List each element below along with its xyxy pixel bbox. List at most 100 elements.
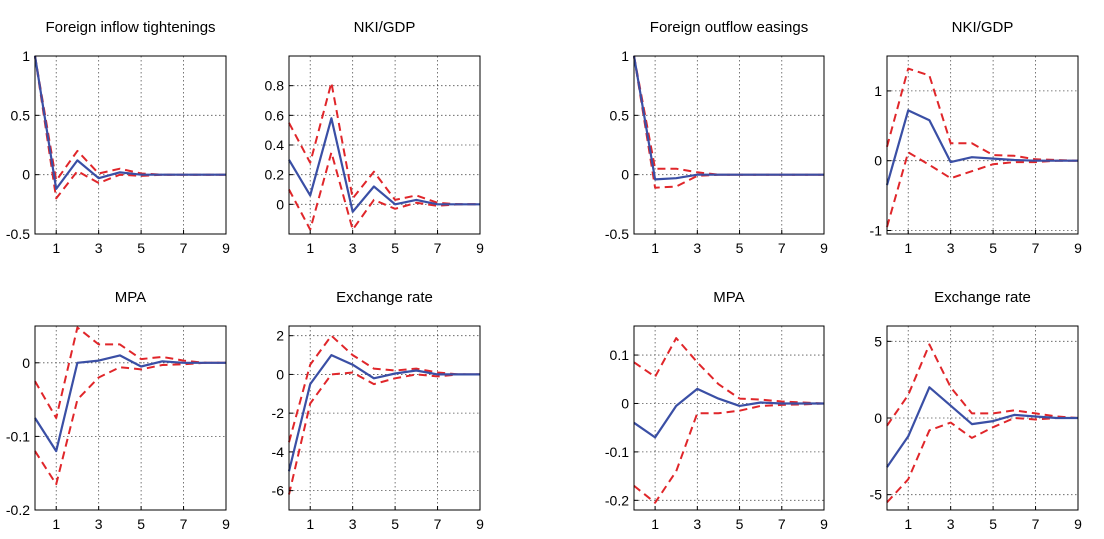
x-tick-label: 5 bbox=[736, 240, 744, 256]
mean-response-line bbox=[287, 354, 480, 472]
x-tick-label: 9 bbox=[476, 240, 484, 256]
chart-panel-5: MPA -0.2 -0.1 0 1 3 5 7 9 bbox=[6, 289, 230, 532]
panel-title: MPA bbox=[115, 289, 146, 306]
x-tick-label: 5 bbox=[391, 516, 399, 532]
upper-confidence-band-line bbox=[886, 343, 1079, 427]
y-tick-label: 1 bbox=[22, 48, 30, 64]
panel-title: Exchange rate bbox=[336, 289, 433, 306]
lower-confidence-band-line bbox=[34, 361, 226, 486]
x-tick-label: 1 bbox=[651, 240, 659, 256]
y-tick-label: -0.1 bbox=[605, 444, 629, 460]
y-tick-label: 0 bbox=[621, 167, 629, 183]
y-tick-label: 0.2 bbox=[265, 167, 285, 183]
upper-confidence-band-line bbox=[633, 337, 825, 405]
x-tick-label: 3 bbox=[947, 516, 955, 532]
y-tick-label: -4 bbox=[272, 444, 285, 460]
y-tick-label: -2 bbox=[272, 405, 285, 421]
x-tick-label: 9 bbox=[820, 516, 828, 532]
mean-response-line bbox=[885, 109, 1078, 186]
x-tick-label: 3 bbox=[349, 240, 357, 256]
y-tick-label: -0.5 bbox=[6, 226, 30, 242]
y-tick-label: -0.1 bbox=[6, 428, 30, 444]
x-tick-label: 9 bbox=[476, 516, 484, 532]
lower-confidence-band-line bbox=[886, 151, 1078, 228]
chart-panel-4: NKI/GDP -1 0 1 1 3 5 7 9 bbox=[870, 19, 1083, 256]
y-tick-label: -0.5 bbox=[605, 226, 629, 242]
x-tick-label: 3 bbox=[693, 240, 701, 256]
y-tick-label: -1 bbox=[870, 223, 883, 239]
mean-response-line bbox=[33, 55, 226, 190]
x-tick-label: 3 bbox=[95, 240, 103, 256]
x-tick-label: 3 bbox=[947, 240, 955, 256]
mean-response-line bbox=[633, 387, 824, 439]
lower-confidence-band-line bbox=[34, 55, 226, 200]
panel-title: MPA bbox=[713, 289, 744, 306]
x-tick-label: 1 bbox=[52, 516, 60, 532]
x-tick-label: 5 bbox=[137, 240, 145, 256]
panel-title: Foreign outflow easings bbox=[650, 19, 808, 36]
y-tick-label: 0 bbox=[276, 196, 284, 212]
x-tick-label: 3 bbox=[349, 516, 357, 532]
axis-frame bbox=[633, 55, 825, 235]
panel-title: NKI/GDP bbox=[354, 19, 416, 36]
axis-frame bbox=[34, 55, 227, 235]
lower-confidence-band-line bbox=[288, 151, 480, 231]
upper-confidence-band-line bbox=[34, 326, 226, 419]
x-tick-label: 9 bbox=[820, 240, 828, 256]
x-tick-label: 1 bbox=[306, 516, 314, 532]
x-tick-label: 5 bbox=[989, 516, 997, 532]
axis-frame bbox=[886, 55, 1079, 235]
x-tick-label: 7 bbox=[434, 516, 442, 532]
upper-confidence-band-line bbox=[34, 55, 226, 182]
x-tick-label: 1 bbox=[904, 516, 912, 532]
y-tick-label: 0.6 bbox=[265, 107, 285, 123]
x-tick-label: 7 bbox=[1032, 516, 1040, 532]
axis-frame bbox=[34, 325, 227, 511]
y-tick-label: 0.8 bbox=[265, 78, 285, 94]
y-tick-label: -6 bbox=[272, 483, 285, 499]
mean-response-line bbox=[34, 354, 226, 453]
x-tick-label: 3 bbox=[693, 516, 701, 532]
y-tick-label: 0 bbox=[874, 153, 882, 169]
mean-response-line bbox=[288, 117, 480, 213]
y-tick-label: 5 bbox=[874, 333, 882, 349]
x-tick-label: 7 bbox=[1032, 240, 1040, 256]
y-tick-label: 0.1 bbox=[610, 347, 630, 363]
axis-frame bbox=[633, 325, 825, 511]
lower-confidence-band-line bbox=[633, 402, 825, 504]
y-tick-label: 0 bbox=[621, 395, 629, 411]
y-tick-label: 0.5 bbox=[11, 107, 31, 123]
y-tick-label: 0.5 bbox=[610, 107, 630, 123]
y-tick-label: 0 bbox=[22, 167, 30, 183]
panel-title: Exchange rate bbox=[934, 289, 1031, 306]
x-tick-label: 5 bbox=[391, 240, 399, 256]
x-tick-label: 5 bbox=[989, 240, 997, 256]
chart-panel-6: Exchange rate -6 -4 -2 0 2 1 3 5 7 9 bbox=[272, 289, 485, 532]
x-tick-label: 1 bbox=[904, 240, 912, 256]
y-tick-label: 2 bbox=[276, 328, 284, 344]
panel-title: NKI/GDP bbox=[952, 19, 1014, 36]
panel-title: Foreign inflow tightenings bbox=[45, 19, 215, 36]
y-tick-label: 0 bbox=[874, 410, 882, 426]
x-tick-label: 5 bbox=[137, 516, 145, 532]
x-tick-label: 1 bbox=[306, 240, 314, 256]
chart-panel-8: Exchange rate -5 0 5 1 3 5 7 9 bbox=[870, 289, 1083, 532]
x-tick-label: 7 bbox=[778, 240, 786, 256]
x-tick-label: 9 bbox=[1074, 516, 1082, 532]
x-tick-label: 7 bbox=[434, 240, 442, 256]
y-tick-label: 0 bbox=[276, 366, 284, 382]
y-tick-label: -0.2 bbox=[6, 502, 30, 518]
y-tick-label: 1 bbox=[874, 83, 882, 99]
chart-panel-1: Foreign inflow tightenings -0.5 0 0.5 1 1 3 5 7 9 bbox=[6, 19, 230, 256]
x-tick-label: 3 bbox=[95, 516, 103, 532]
y-tick-label: -5 bbox=[870, 487, 883, 503]
mean-response-line bbox=[632, 55, 824, 181]
y-tick-label: -0.2 bbox=[605, 492, 629, 508]
chart-panel-7: MPA -0.2 -0.1 0 0.1 1 3 5 7 9 bbox=[605, 289, 828, 532]
x-tick-label: 1 bbox=[651, 516, 659, 532]
x-tick-label: 9 bbox=[222, 516, 230, 532]
chart-panel-3: Foreign outflow easings -0.5 0 0.5 1 1 3 5 7 9 bbox=[605, 19, 828, 256]
x-tick-label: 1 bbox=[52, 240, 60, 256]
lower-confidence-band-line bbox=[288, 371, 480, 495]
